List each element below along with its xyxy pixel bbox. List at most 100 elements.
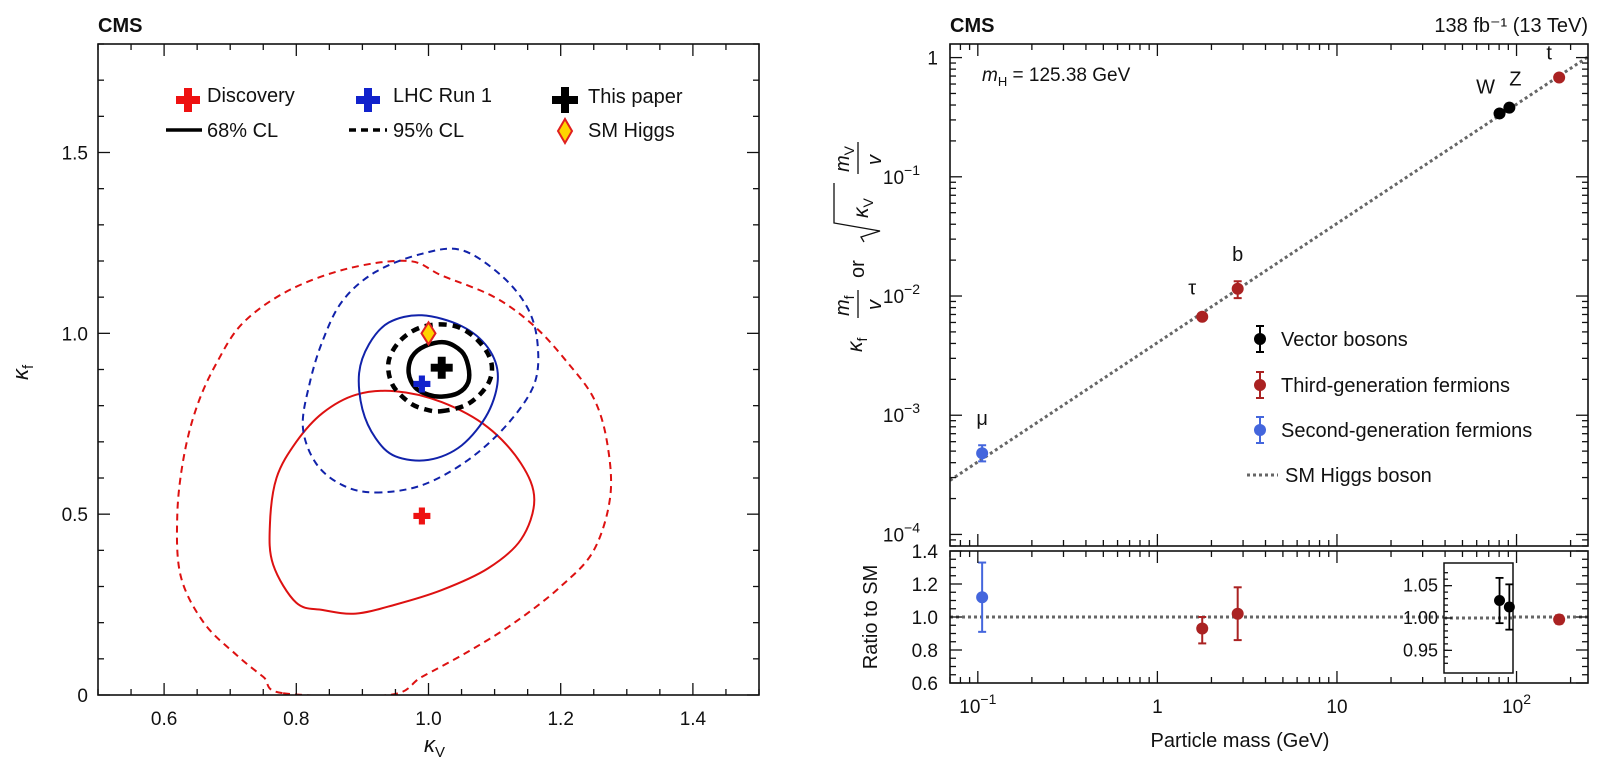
left-ticks: 0.6 0.8 1.0 1.2 1.4 0 0.5 1.0 1.5 — [62, 43, 760, 730]
contour-discovery-95 — [175, 259, 613, 695]
x-tick-label: 1.2 — [547, 709, 573, 730]
x-tick-label: 0.8 — [283, 709, 309, 730]
tick-base: 10 — [883, 287, 904, 308]
point-label: b — [1232, 244, 1243, 266]
legend-label: SM Higgs boson — [1285, 465, 1432, 487]
point-label: t — [1546, 43, 1552, 65]
y-tick-label: 10−2 — [883, 281, 920, 308]
x-tick-label: 0.6 — [151, 709, 177, 730]
inset-point — [1494, 595, 1506, 607]
tick-base: 10 — [1502, 697, 1523, 718]
x-tick-label: 1 — [1152, 697, 1163, 718]
top-y-axis-label: κf mf v or κV mV v — [832, 142, 886, 352]
ratio-panel-ticks: 0.60.81.01.21.410−1 1 10 102 — [912, 542, 1588, 718]
x-tick-label: 1.0 — [415, 709, 441, 730]
mf-numerator: mf — [832, 295, 857, 316]
discovery-point — [413, 507, 431, 525]
y-axis-label: κf — [8, 364, 37, 380]
legend-label: Vector bosons — [1281, 329, 1408, 351]
x-tick-label: 1.4 — [680, 709, 707, 730]
x-axis-label: κV — [424, 732, 445, 761]
legend-item-discovery: Discovery — [176, 85, 295, 112]
y-tick-label: 1.5 — [62, 144, 88, 165]
y-tick-label: 0.6 — [912, 674, 938, 695]
x-tick-label: 10 — [1326, 697, 1347, 718]
point-label: τ — [1188, 278, 1196, 300]
y-tick-label: 0.8 — [912, 641, 938, 662]
inset-y-tick-label: 1.00 — [1403, 608, 1438, 628]
y-tick-label: 1.0 — [62, 324, 88, 345]
black-cross-icon — [552, 87, 578, 113]
v-denominator: v — [864, 154, 886, 165]
sm-higgs-line — [950, 55, 1588, 482]
sqrt-sign — [833, 183, 881, 243]
tick-base: 10 — [959, 697, 980, 718]
inset-frame — [1443, 562, 1514, 674]
legend-item-sm-line: SM Higgs boson — [1247, 465, 1432, 487]
data-point — [1493, 107, 1506, 120]
legend-label: This paper — [588, 86, 683, 108]
tick-base: 1 — [1152, 697, 1163, 718]
contour-lhc-run-1-95 — [301, 247, 540, 494]
luminosity-label: 138 fb⁻¹ (13 TeV) — [1434, 15, 1588, 37]
black-dot-icon — [1254, 333, 1266, 345]
kappa-contour-plot: CMS 0.6 0.8 1.0 1.2 1.4 0 0.5 1.0 1.5 κV κf Disc… — [8, 15, 760, 761]
blue-dot-icon — [1254, 424, 1266, 436]
data-point — [1231, 282, 1244, 295]
inset-content: 0.95 1.00 1.05 — [1403, 572, 1515, 664]
data-point — [1196, 310, 1209, 323]
sm-higgs-point — [420, 320, 437, 347]
legend-label: LHC Run 1 — [393, 85, 492, 107]
y-tick-label: 1.0 — [912, 608, 938, 629]
y-tick-label: 0.5 — [62, 505, 88, 526]
lhc-run-1-point — [413, 375, 431, 393]
mass-x-axis-label: Particle mass (GeV) — [1151, 730, 1330, 752]
legend-item-third-gen: Third-generation fermions — [1254, 371, 1510, 399]
inset-y-tick-label: 0.95 — [1403, 640, 1438, 660]
contour-discovery-68 — [268, 389, 536, 615]
legend-label: 68% CL — [207, 120, 278, 142]
point-label: Z — [1509, 69, 1521, 91]
or-text: or — [847, 260, 869, 278]
y-tick-label: 10−3 — [883, 400, 920, 427]
diamond-icon — [556, 117, 574, 145]
right-legend: Vector bosons Third-generation fermions … — [1247, 325, 1532, 487]
data-point — [1503, 101, 1516, 114]
ratio-point — [1231, 607, 1244, 620]
legend-label: 95% CL — [393, 120, 464, 142]
tick-base: 10 — [883, 406, 904, 427]
blue-cross-icon — [356, 88, 380, 112]
ratio-panel-content — [950, 561, 1588, 645]
top-panel-content: μ τ b W Zt — [950, 43, 1588, 482]
legend-label: Third-generation fermions — [1281, 375, 1510, 397]
legend-item-second-gen: Second-generation fermions — [1254, 416, 1532, 444]
higgs-mass-annotation: mH = 125.38 GeV — [982, 65, 1131, 89]
contour-lhc-run-1-68 — [357, 314, 499, 462]
legend-label: SM Higgs — [588, 120, 675, 142]
tick-base: 10 — [883, 168, 904, 189]
ratio-point — [1553, 613, 1566, 626]
tick-base: 10 — [883, 525, 904, 546]
x-tick-label: 10−1 — [959, 691, 996, 718]
right-cms-label: CMS — [950, 15, 994, 37]
tick-exponent: −1 — [980, 691, 996, 707]
legend-item-sm-higgs: SM Higgs — [556, 117, 675, 145]
legend-item-95cl: 95% CL — [349, 120, 464, 142]
contour-this-paper-68 — [406, 339, 472, 399]
y-tick-label: 10−1 — [883, 162, 920, 189]
data-point — [1553, 71, 1566, 84]
ratio-point — [1196, 622, 1209, 635]
x-tick-label: 102 — [1502, 691, 1531, 718]
tick-exponent: −4 — [904, 519, 920, 535]
legend-label: Second-generation fermions — [1281, 420, 1532, 442]
legend-item-lhc-run1: LHC Run 1 — [356, 85, 492, 112]
tick-exponent: −2 — [904, 281, 920, 297]
y-tick-label: 1.4 — [912, 542, 939, 563]
points-layer — [413, 320, 453, 525]
legend-item-vector-bosons: Vector bosons — [1254, 325, 1408, 353]
inset-y-tick-label: 1.05 — [1403, 576, 1438, 596]
y-tick-label: 0 — [77, 686, 88, 707]
contours-layer — [175, 247, 613, 695]
